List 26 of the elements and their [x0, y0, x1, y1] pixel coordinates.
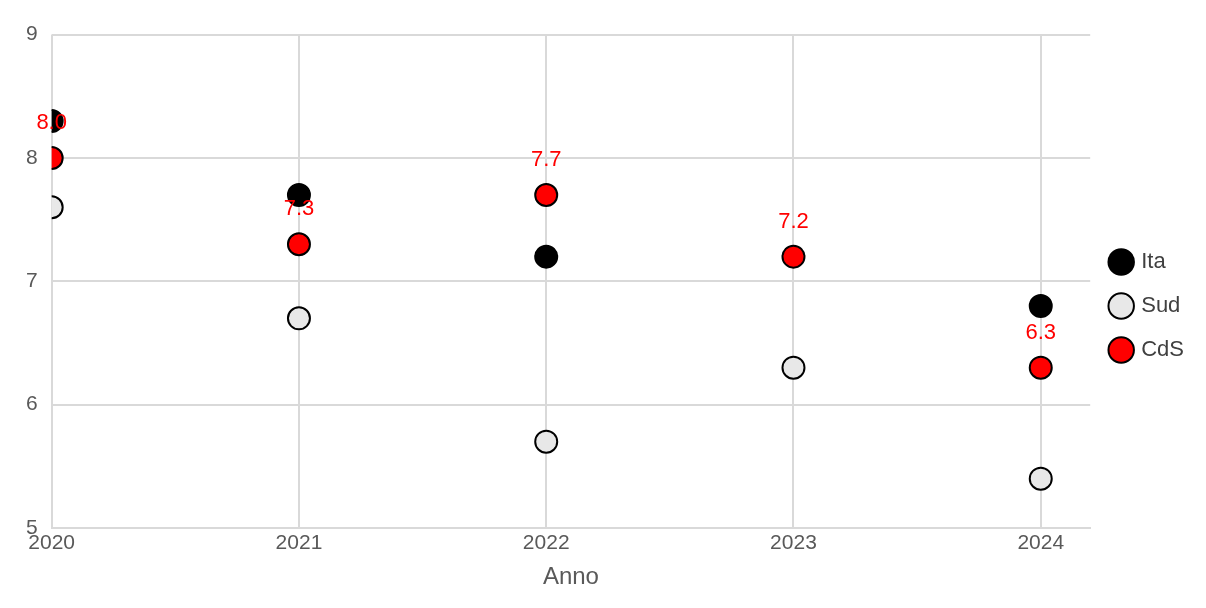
- point: [534, 182, 559, 207]
- data-label: 7.2: [778, 207, 809, 233]
- x-tick-label: 2023: [770, 530, 817, 554]
- data-label: 6.3: [1025, 318, 1057, 344]
- point: [286, 306, 311, 331]
- x-tick-label: 2024: [1017, 530, 1065, 554]
- y-tick-label: 6: [25, 391, 38, 415]
- x-tick-label: 2022: [522, 530, 570, 554]
- point: [1028, 466, 1053, 491]
- legend-label: CdS: [1141, 336, 1184, 362]
- point: [1028, 293, 1053, 318]
- point: [781, 355, 806, 380]
- point: [534, 429, 559, 454]
- point: [534, 244, 559, 269]
- point: [781, 244, 806, 269]
- legend-label: Ita: [1141, 248, 1167, 274]
- y-tick-label: 7: [25, 268, 38, 292]
- x-axis-title: Anno: [542, 562, 599, 590]
- x-tick-label: 2021: [275, 530, 323, 554]
- point: [286, 232, 311, 257]
- data-label: 7.3: [283, 195, 315, 221]
- point: [1028, 355, 1053, 380]
- legend-label: Sud: [1141, 292, 1181, 318]
- data-label: 7.7: [530, 146, 562, 172]
- y-tick-label: 9: [25, 21, 38, 45]
- y-tick-label: 8: [25, 144, 38, 168]
